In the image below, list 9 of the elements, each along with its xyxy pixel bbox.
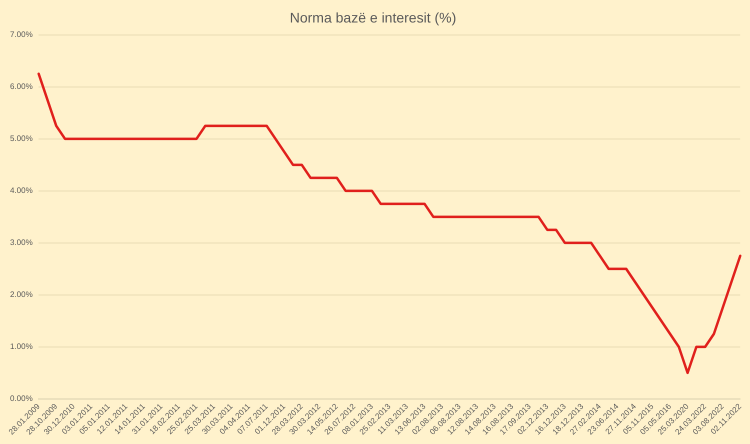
y-tick-label: 1.00%	[10, 342, 33, 352]
y-tick-label: 2.00%	[10, 290, 33, 300]
y-tick-label: 0.00%	[10, 394, 33, 404]
y-tick-label: 5.00%	[10, 134, 33, 144]
y-tick-label: 3.00%	[10, 238, 33, 248]
y-tick-label: 6.00%	[10, 82, 33, 92]
chart-title: Norma bazë e interesit (%)	[290, 9, 456, 26]
y-tick-label: 7.00%	[10, 30, 33, 40]
y-tick-label: 4.00%	[10, 186, 33, 196]
